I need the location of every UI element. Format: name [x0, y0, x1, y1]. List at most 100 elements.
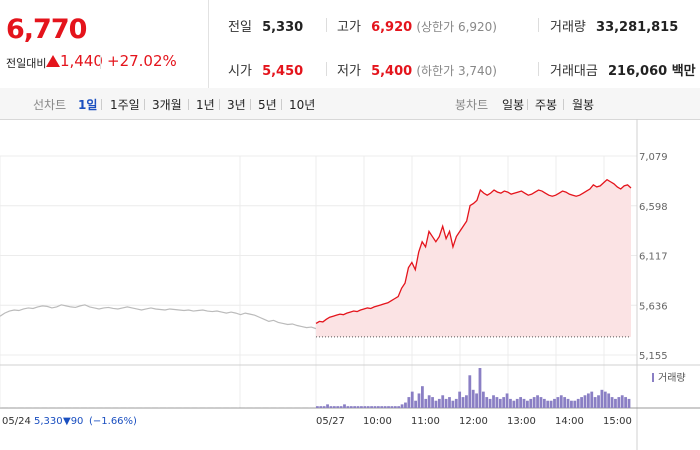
- divider: [527, 99, 528, 110]
- volume-bar: [570, 400, 573, 408]
- tab-10year[interactable]: 10년: [289, 98, 316, 112]
- tab-1week[interactable]: 1주일: [110, 98, 140, 112]
- volume-bar: [373, 406, 377, 408]
- volume-bar: [542, 398, 546, 408]
- volume-bar: [600, 389, 604, 408]
- volume-bar: [539, 397, 543, 408]
- prev-day-change: ▼90: [63, 416, 83, 427]
- volume-label: 거래량: [550, 20, 586, 35]
- volume-bar: [102, 407, 105, 408]
- volume-bar: [620, 395, 624, 408]
- volume-bar: [329, 406, 333, 408]
- volume-bar: [576, 398, 580, 408]
- volume-bar: [563, 397, 567, 408]
- open-value: 5,450: [262, 64, 304, 79]
- volume-bar: [292, 407, 295, 408]
- y-tick-label: 6,598: [639, 202, 668, 213]
- volume-bar: [590, 391, 594, 408]
- low-value: 5,400: [371, 64, 413, 79]
- tab-1year[interactable]: 1년: [196, 98, 215, 112]
- volume-bar: [366, 406, 370, 408]
- volume-bar: [448, 397, 451, 408]
- volume-bar: [118, 407, 121, 408]
- volume-bar: [86, 407, 89, 408]
- volume-bar: [593, 397, 597, 408]
- quote-header: 6,770 전일대비 1,440 +27.02% 전일 5,330 고가 6,9…: [0, 0, 700, 89]
- amount-label: 거래대금: [550, 64, 598, 79]
- volume-bar: [23, 407, 26, 408]
- tab-daily-candle[interactable]: 일봉: [502, 98, 525, 112]
- volume-bar: [475, 393, 478, 408]
- prev-day-info: 5,330 ▼90 (−1.66%): [34, 416, 137, 427]
- y-axis: 7,079 6,598 6,117 5,636 5,155: [639, 152, 668, 362]
- volume-bar: [142, 407, 145, 408]
- high-label: 고가: [337, 20, 361, 35]
- up-arrow-icon: [46, 55, 60, 67]
- volume-bar: [158, 407, 160, 408]
- volume-bar: [597, 395, 600, 408]
- volume-bar: [532, 397, 536, 408]
- volume-bar: [126, 407, 129, 408]
- volume-bar: [363, 406, 367, 408]
- volume-bar: [7, 407, 10, 408]
- tab-3year[interactable]: 3년: [227, 98, 246, 112]
- prev-close-label: 전일: [228, 20, 252, 35]
- volume-bar: [326, 404, 329, 408]
- volume-bar: [376, 406, 380, 408]
- tab-weekly-candle[interactable]: 주봉: [535, 98, 558, 112]
- volume-bar: [400, 404, 404, 408]
- volume-bar: [454, 398, 458, 408]
- prev-day-price-line: [0, 304, 317, 330]
- volume-value: 33,281,815: [596, 20, 679, 35]
- y-tick-label: 6,117: [639, 252, 668, 263]
- volume-bar: [627, 398, 631, 408]
- volume-bar: [319, 406, 323, 408]
- tab-1day[interactable]: 1일: [78, 98, 98, 112]
- volume-bar: [387, 406, 390, 408]
- y-tick-label: 5,155: [639, 351, 668, 362]
- volume-bar: [276, 407, 279, 408]
- volume-bar: [110, 407, 113, 408]
- volume-bar: [610, 397, 614, 408]
- volume-bar: [437, 398, 441, 408]
- volume-bar: [566, 398, 570, 408]
- volume-bar: [404, 402, 407, 408]
- volume-bar: [431, 397, 434, 408]
- volume-bar: [71, 407, 74, 408]
- divider: [563, 99, 564, 110]
- volume-bar: [451, 400, 455, 408]
- low-stat: 저가 5,400 (하한가 3,740): [337, 60, 497, 79]
- volume-bar: [478, 368, 482, 408]
- volume-bar: [213, 407, 216, 408]
- volume-bar: [397, 406, 401, 408]
- volume-bar: [488, 398, 492, 408]
- x-tick-label: 13:00: [507, 416, 536, 427]
- volume-bar: [522, 398, 526, 408]
- tab-5year[interactable]: 5년: [258, 98, 277, 112]
- volume-bar: [546, 400, 550, 408]
- x-tick-label: 12:00: [459, 416, 488, 427]
- volume-bars: [0, 368, 631, 408]
- tab-3month[interactable]: 3개월: [152, 98, 182, 112]
- volume-stat: 거래량 33,281,815: [550, 16, 678, 35]
- volume-bar: [221, 407, 224, 408]
- tab-monthly-candle[interactable]: 월봉: [572, 98, 595, 112]
- today-price-line: [315, 178, 632, 325]
- volume-bar: [556, 397, 560, 408]
- line-chart-label: 선차트: [33, 98, 67, 112]
- volume-bar: [0, 407, 2, 408]
- volume-bar: [229, 407, 232, 408]
- volume-bar: [458, 391, 462, 408]
- divider: [326, 62, 327, 76]
- chart-period-tabs: 선차트 1일 1주일 3개월 1년 3년 5년 10년 봉차트 일봉 주봉 월봉: [0, 88, 700, 120]
- lower-limit: (하한가 3,740): [416, 64, 497, 78]
- volume-bar: [498, 398, 502, 408]
- amount-stat: 거래대금 216,060 백만: [550, 60, 696, 79]
- divider: [538, 18, 539, 32]
- intraday-price-chart[interactable]: 7,079 6,598 6,117 5,636 5,155 05/24 05/27 10:0…: [0, 119, 700, 450]
- volume-bar: [505, 393, 509, 408]
- volume-bar: [509, 398, 512, 408]
- volume-bar: [47, 407, 50, 408]
- divider: [219, 99, 220, 110]
- volume-bar: [441, 395, 445, 408]
